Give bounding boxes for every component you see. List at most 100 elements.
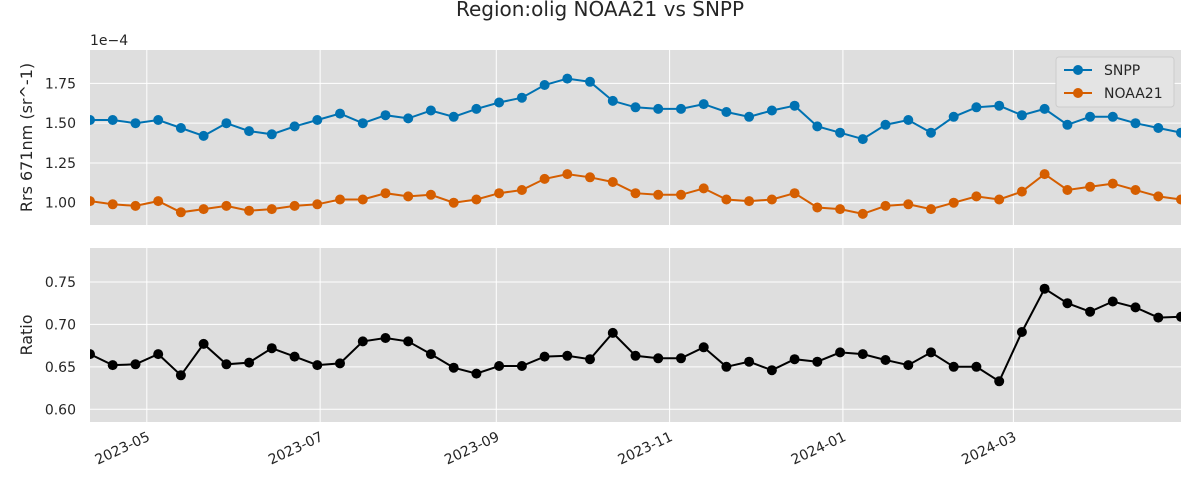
data-point-snpp: [653, 103, 664, 114]
data-point-noaa21: [1039, 169, 1050, 180]
data-point-noaa21: [516, 185, 527, 195]
data-point-snpp: [1176, 127, 1181, 138]
plot-area: [90, 50, 1181, 225]
data-point-noaa21: [221, 200, 232, 211]
data-point-ratio: [766, 365, 777, 376]
data-point-noaa21: [266, 204, 277, 215]
rrs-panel: 1.00 1.25 1.50 1.75 Rrs 671nm (sr^-1) 1e−4 SNP…: [17, 33, 1181, 225]
data-point-snpp: [539, 80, 550, 90]
data-point-noaa21: [721, 194, 732, 205]
data-point-noaa21: [994, 194, 1005, 205]
data-point-ratio: [357, 336, 368, 347]
y-scale-multiplier: 1e−4: [90, 33, 128, 49]
data-point-noaa21: [153, 196, 164, 207]
y-axis-label: Ratio: [17, 314, 36, 355]
data-point-snpp: [789, 100, 800, 111]
data-point-snpp: [335, 108, 345, 119]
data-point-snpp: [812, 121, 823, 132]
data-point-snpp: [1130, 118, 1141, 129]
data-point-snpp: [471, 103, 482, 114]
data-point-noaa21: [971, 191, 982, 202]
data-point-noaa21: [289, 200, 300, 211]
data-point-ratio: [1085, 306, 1096, 317]
data-point-ratio: [175, 370, 186, 381]
data-point-noaa21: [244, 205, 255, 216]
data-point-snpp: [516, 92, 527, 103]
legend-label: SNPP: [1104, 63, 1140, 79]
data-point-noaa21: [471, 194, 482, 205]
data-point-noaa21: [744, 196, 755, 207]
data-point-noaa21: [198, 204, 209, 215]
data-point-ratio: [562, 350, 573, 361]
data-point-snpp: [289, 121, 300, 132]
series-group: [90, 283, 1181, 387]
data-point-snpp: [585, 76, 595, 87]
y-tick-label: 0.75: [45, 275, 76, 291]
data-point-noaa21: [903, 199, 914, 210]
data-point-snpp: [835, 127, 846, 138]
data-point-ratio: [903, 360, 914, 371]
data-point-noaa21: [585, 172, 595, 183]
data-point-noaa21: [857, 208, 868, 219]
data-point-ratio: [221, 359, 232, 370]
data-point-ratio: [698, 342, 709, 353]
data-point-noaa21: [448, 197, 459, 208]
x-tick-label: 2024-03: [959, 429, 1019, 468]
data-point-noaa21: [107, 199, 118, 210]
data-point-ratio: [607, 327, 618, 338]
data-point-ratio: [471, 368, 482, 379]
data-point-ratio: [425, 349, 436, 360]
data-point-snpp: [403, 113, 414, 124]
data-point-ratio: [335, 358, 345, 369]
data-point-noaa21: [380, 188, 391, 199]
y-tick-label: 0.70: [45, 317, 76, 333]
data-point-noaa21: [175, 207, 186, 218]
data-point-ratio: [653, 353, 664, 364]
data-point-snpp: [90, 115, 95, 125]
data-point-noaa21: [425, 189, 436, 200]
data-point-ratio: [744, 356, 755, 367]
data-point-noaa21: [835, 204, 846, 215]
data-point-ratio: [630, 350, 641, 361]
data-point-noaa21: [653, 189, 664, 200]
data-point-noaa21: [926, 204, 936, 215]
data-point-ratio: [721, 361, 732, 372]
legend-label: NOAA21: [1104, 86, 1163, 102]
data-point-snpp: [676, 103, 686, 114]
data-point-ratio: [1107, 296, 1118, 307]
data-point-ratio: [1062, 298, 1073, 309]
data-point-snpp: [1039, 103, 1050, 114]
data-point-ratio: [289, 351, 300, 362]
data-point-ratio: [312, 360, 323, 371]
data-point-snpp: [698, 99, 709, 110]
data-point-noaa21: [403, 191, 414, 202]
data-point-noaa21: [698, 183, 709, 194]
data-point-snpp: [880, 119, 891, 130]
x-tick-label: 2023-09: [442, 429, 502, 468]
legend-marker: [1073, 65, 1083, 75]
data-point-ratio: [1039, 283, 1050, 294]
data-point-snpp: [903, 115, 914, 125]
data-point-snpp: [448, 111, 459, 122]
data-point-noaa21: [562, 169, 573, 180]
data-point-noaa21: [494, 188, 505, 199]
data-point-ratio: [266, 343, 277, 354]
data-point-snpp: [1153, 123, 1164, 133]
data-point-noaa21: [766, 194, 777, 205]
x-tick-label: 2023-07: [266, 429, 326, 468]
data-point-ratio: [812, 356, 823, 367]
data-point-ratio: [153, 349, 164, 360]
data-point-snpp: [766, 105, 777, 116]
data-point-snpp: [994, 100, 1005, 111]
data-point-snpp: [357, 118, 368, 129]
data-point-noaa21: [357, 194, 368, 205]
y-tick-label: 1.50: [45, 116, 76, 132]
chart-title: Region:olig NOAA21 vs SNPP: [456, 0, 744, 21]
data-point-snpp: [107, 115, 118, 125]
y-tick-label: 1.00: [45, 196, 76, 212]
data-point-snpp: [630, 102, 641, 113]
y-tick-label: 1.25: [45, 156, 76, 172]
data-point-noaa21: [1062, 185, 1073, 195]
data-point-snpp: [607, 95, 618, 106]
data-point-snpp: [1107, 111, 1118, 122]
